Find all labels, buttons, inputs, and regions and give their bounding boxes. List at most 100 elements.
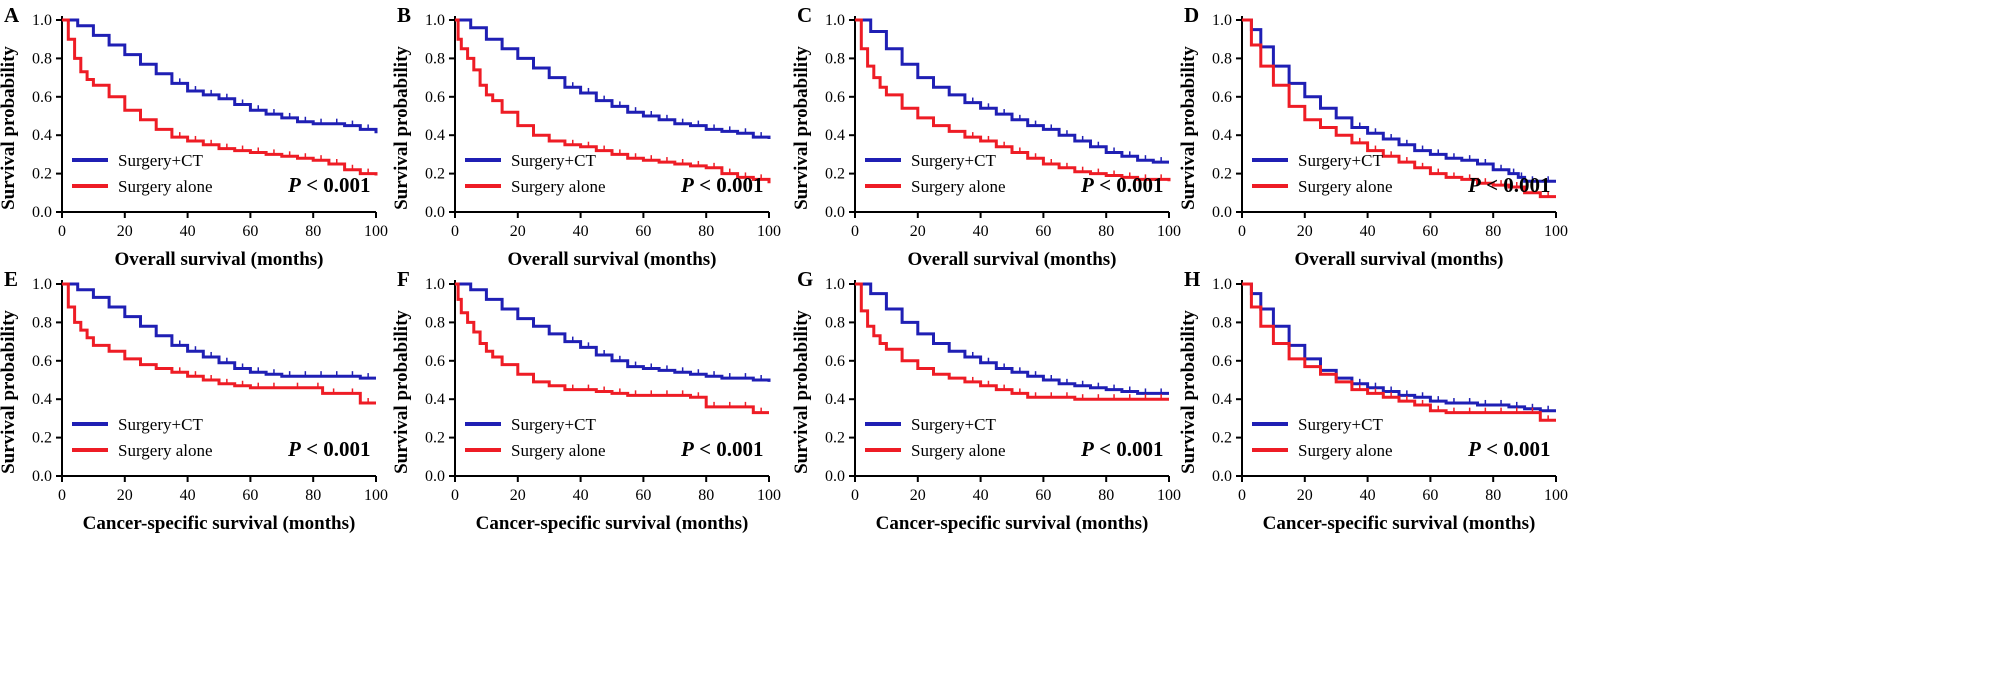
p-value: P < 0.001 — [1080, 437, 1164, 461]
x-tick-label: 20 — [910, 487, 926, 504]
legend-label-surgery-alone: Surgery alone — [1298, 177, 1393, 196]
x-axis-label: Overall survival (months) — [908, 249, 1117, 270]
legend-label-surgery-alone: Surgery alone — [911, 177, 1006, 196]
x-tick-label: 0 — [451, 487, 459, 504]
y-tick-label: 0.2 — [825, 430, 845, 447]
y-tick-label: 0.2 — [1212, 166, 1232, 183]
y-tick-label: 0.0 — [425, 204, 445, 221]
x-tick-label: 60 — [1422, 487, 1438, 504]
x-tick-label: 40 — [1360, 487, 1376, 504]
legend-label-surgery-alone: Surgery alone — [118, 177, 213, 196]
y-tick-label: 0.6 — [825, 89, 845, 106]
y-tick-label: 0.6 — [1212, 353, 1232, 370]
y-tick-label: 0.4 — [32, 127, 52, 144]
x-tick-label: 100 — [364, 487, 388, 504]
y-tick-label: 0.8 — [32, 314, 52, 331]
y-tick-label: 0.0 — [1212, 204, 1232, 221]
y-tick-label: 0.0 — [32, 204, 52, 221]
x-tick-label: 20 — [1297, 487, 1313, 504]
panel-letter: D — [1184, 3, 1199, 27]
y-tick-label: 0.2 — [825, 166, 845, 183]
x-tick-label: 100 — [757, 487, 781, 504]
curve-surgery-ct — [62, 18, 378, 134]
p-value-text: < 0.001 — [1094, 173, 1164, 197]
y-tick-label: 0.4 — [825, 391, 845, 408]
y-tick-label: 1.0 — [825, 12, 845, 29]
p-value-symbol: P — [287, 437, 301, 461]
x-tick-label: 0 — [851, 223, 859, 240]
y-tick-label: 0.6 — [32, 353, 52, 370]
curve-surgery-alone — [855, 282, 1169, 401]
x-tick-label: 60 — [1035, 223, 1051, 240]
y-tick-label: 0.2 — [425, 430, 445, 447]
y-tick-label: 0.2 — [32, 166, 52, 183]
y-tick-label: 0.4 — [1212, 127, 1232, 144]
x-axis-label: Cancer-specific survival (months) — [876, 513, 1149, 534]
p-value: P < 0.001 — [287, 173, 371, 197]
x-tick-label: 20 — [510, 223, 526, 240]
x-tick-label: 40 — [1360, 223, 1376, 240]
panel-letter: E — [4, 267, 18, 291]
x-tick-label: 20 — [117, 487, 133, 504]
x-tick-label: 80 — [305, 223, 321, 240]
y-tick-label: 0.4 — [425, 127, 445, 144]
panel-letter: F — [397, 267, 410, 291]
p-value-symbol: P — [1467, 437, 1481, 461]
x-tick-label: 60 — [1035, 487, 1051, 504]
y-tick-label: 1.0 — [425, 12, 445, 29]
x-tick-label: 80 — [698, 223, 714, 240]
x-tick-label: 80 — [1485, 487, 1501, 504]
p-value-symbol: P — [287, 173, 301, 197]
curve-surgery-alone — [62, 18, 378, 176]
y-tick-label: 1.0 — [32, 12, 52, 29]
panel-letter: C — [797, 3, 812, 27]
x-tick-label: 100 — [1544, 487, 1568, 504]
y-axis-label: Survival probability — [791, 46, 812, 210]
y-tick-label: 0.4 — [1212, 391, 1232, 408]
y-axis-label: Survival probability — [1178, 310, 1199, 474]
x-tick-label: 40 — [180, 487, 196, 504]
x-tick-label: 60 — [635, 487, 651, 504]
y-axis-label: Survival probability — [0, 46, 19, 210]
curve-surgery-alone — [455, 18, 771, 184]
x-tick-label: 0 — [1238, 487, 1246, 504]
y-tick-label: 0.2 — [32, 430, 52, 447]
y-axis-label: Survival probability — [391, 46, 412, 210]
panel-f: F 0.0 0.2 0.4 0.6 0.8 1.0 0 20 40 60 80 100 Survival … — [391, 267, 781, 534]
x-axis-label: Overall survival (months) — [115, 249, 324, 270]
panel-h: H 0.0 0.2 0.4 0.6 0.8 1.0 0 20 40 60 80 100 Survival … — [1178, 267, 1568, 534]
p-value: P < 0.001 — [287, 437, 371, 461]
panel-d: D 0.0 0.2 0.4 0.6 0.8 1.0 0 20 40 60 80 100 Survival … — [1178, 3, 1568, 270]
panel-e: E 0.0 0.2 0.4 0.6 0.8 1.0 0 20 40 60 80 100 Survival … — [0, 267, 388, 534]
y-tick-label: 0.4 — [825, 127, 845, 144]
legend-label-surgery-ct: Surgery+CT — [1298, 151, 1383, 170]
y-tick-label: 1.0 — [1212, 12, 1232, 29]
p-value: P < 0.001 — [1467, 437, 1551, 461]
x-tick-label: 100 — [1157, 223, 1181, 240]
panel-a: A 0.0 0.2 0.4 0.6 0.8 1.0 0 20 40 60 80 100 Survival … — [0, 3, 388, 270]
y-tick-label: 0.0 — [425, 468, 445, 485]
x-tick-label: 100 — [1157, 487, 1181, 504]
x-tick-label: 20 — [117, 223, 133, 240]
curve-surgery-alone — [1242, 282, 1556, 422]
x-tick-label: 80 — [698, 487, 714, 504]
p-value-symbol: P — [1467, 173, 1481, 197]
x-axis-label: Cancer-specific survival (months) — [476, 513, 749, 534]
p-value-text: < 0.001 — [301, 173, 371, 197]
p-value: P < 0.001 — [680, 437, 764, 461]
legend-label-surgery-ct: Surgery+CT — [511, 151, 596, 170]
legend-label-surgery-ct: Surgery+CT — [511, 415, 596, 434]
y-tick-label: 0.8 — [425, 314, 445, 331]
y-tick-label: 0.0 — [1212, 468, 1232, 485]
p-value-text: < 0.001 — [694, 173, 764, 197]
y-tick-label: 0.0 — [825, 468, 845, 485]
curve-surgery-ct — [1242, 18, 1556, 183]
x-tick-label: 60 — [242, 223, 258, 240]
x-tick-label: 20 — [510, 487, 526, 504]
x-tick-label: 80 — [1098, 223, 1114, 240]
panel-letter: A — [4, 3, 20, 27]
x-tick-label: 80 — [1098, 487, 1114, 504]
x-tick-label: 0 — [58, 223, 66, 240]
x-tick-label: 40 — [180, 223, 196, 240]
